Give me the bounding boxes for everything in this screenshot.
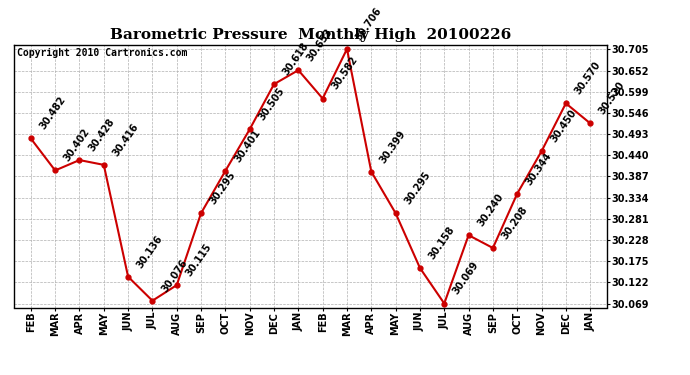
Text: 30.401: 30.401 (233, 128, 262, 164)
Text: 30.295: 30.295 (402, 170, 432, 206)
Text: 30.076: 30.076 (159, 257, 189, 294)
Text: 30.706: 30.706 (354, 6, 384, 42)
Text: 30.416: 30.416 (110, 122, 141, 158)
Text: 30.208: 30.208 (500, 204, 530, 241)
Text: Copyright 2010 Cartronics.com: Copyright 2010 Cartronics.com (17, 48, 187, 58)
Text: 30.482: 30.482 (38, 95, 68, 132)
Text: 30.570: 30.570 (573, 60, 602, 96)
Text: 30.136: 30.136 (135, 233, 165, 270)
Text: 30.450: 30.450 (549, 108, 578, 144)
Text: 30.240: 30.240 (475, 192, 505, 228)
Text: 30.582: 30.582 (330, 55, 359, 92)
Text: 30.653: 30.653 (305, 27, 335, 63)
Text: 30.295: 30.295 (208, 170, 238, 206)
Text: 30.399: 30.399 (378, 128, 408, 165)
Text: 30.428: 30.428 (86, 117, 116, 153)
Text: 30.618: 30.618 (281, 40, 310, 77)
Text: 30.069: 30.069 (451, 260, 481, 297)
Text: 30.520: 30.520 (597, 80, 627, 116)
Text: 30.158: 30.158 (427, 225, 457, 261)
Text: 30.505: 30.505 (257, 86, 286, 122)
Text: 30.402: 30.402 (62, 127, 92, 164)
Text: 30.344: 30.344 (524, 150, 554, 187)
Title: Barometric Pressure  Monthly High  20100226: Barometric Pressure Monthly High 2010022… (110, 28, 511, 42)
Text: 30.115: 30.115 (184, 242, 213, 278)
